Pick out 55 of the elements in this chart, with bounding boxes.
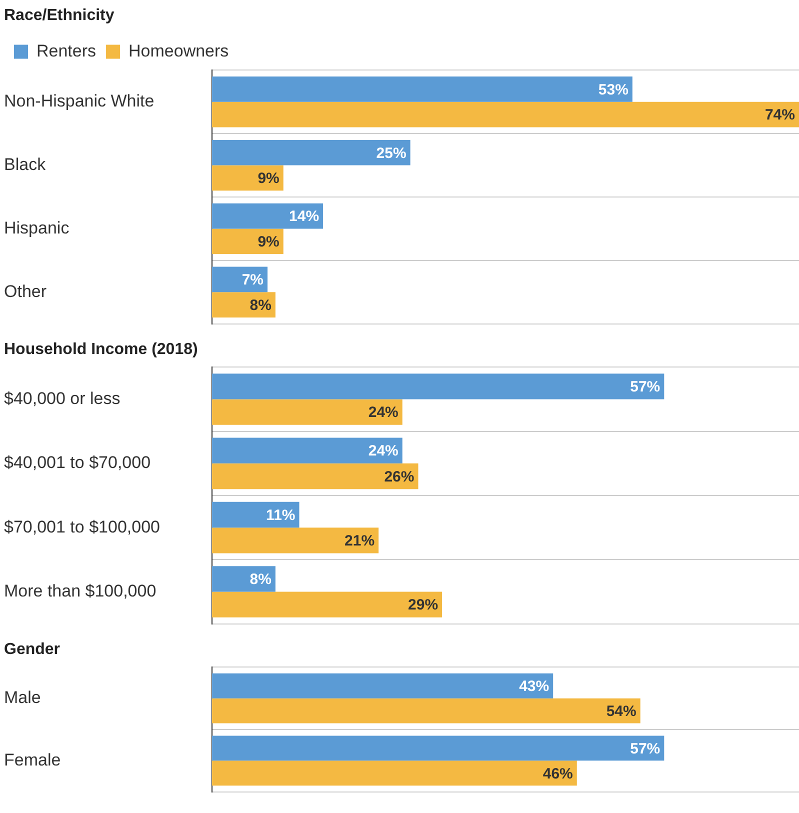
text: Gender	[4, 641, 60, 658]
bar	[212, 528, 379, 554]
data-label: 14%	[289, 208, 320, 226]
y-tick-label: Non-Hispanic White	[4, 92, 154, 111]
bar	[212, 76, 632, 102]
data-label: 9%	[258, 170, 280, 188]
y-tick-label: More than $100,000	[4, 581, 156, 600]
data-label: 11%	[266, 506, 296, 524]
bar	[212, 374, 664, 400]
bar	[212, 698, 640, 724]
data-label: 24%	[368, 442, 398, 460]
data-label: 8%	[250, 571, 272, 588]
data-label: 57%	[630, 378, 660, 396]
bar	[212, 736, 664, 761]
data-label: 25%	[376, 144, 406, 162]
y-tick-label: Black	[4, 154, 46, 174]
chart-title: Household Income (2018)	[4, 341, 198, 358]
bar	[212, 502, 300, 528]
bar	[212, 203, 324, 229]
data-label: 21%	[344, 532, 375, 550]
bar	[212, 399, 402, 425]
y-tick-label: Other	[4, 282, 47, 301]
bar	[212, 165, 284, 191]
legend-label: Homeowners	[128, 41, 229, 60]
bar	[212, 266, 268, 292]
bar	[212, 140, 410, 166]
bar	[212, 463, 418, 490]
data-label: 57%	[630, 740, 660, 758]
bar	[212, 102, 799, 128]
bar	[212, 228, 284, 254]
bar	[212, 673, 554, 698]
data-label: 26%	[384, 468, 414, 486]
data-label: 29%	[408, 596, 438, 614]
bar	[212, 438, 402, 464]
data-label: 8%	[250, 296, 272, 314]
text: Race/Ethnicity	[4, 7, 114, 24]
y-tick-label: Male	[4, 688, 41, 708]
y-tick-label: $40,000 or less	[4, 388, 120, 408]
data-label: 24%	[368, 404, 398, 422]
data-label: 46%	[542, 765, 573, 782]
data-label: 7%	[242, 272, 264, 289]
bar	[212, 566, 276, 592]
y-tick-label: Female	[4, 750, 61, 770]
data-label: 43%	[519, 678, 550, 696]
y-tick-label: $70,001 to $100,000	[4, 517, 160, 536]
legend-label: Renters	[36, 41, 96, 60]
y-tick-label: $40,001 to $70,000	[4, 453, 151, 472]
bar	[212, 760, 577, 786]
data-label: 53%	[598, 81, 628, 98]
data-label: 54%	[606, 702, 636, 720]
data-label: 74%	[764, 106, 795, 124]
bar	[212, 592, 442, 618]
y-tick-label: Hispanic	[4, 218, 70, 238]
data-label: 9%	[258, 234, 280, 251]
bar	[212, 292, 276, 318]
